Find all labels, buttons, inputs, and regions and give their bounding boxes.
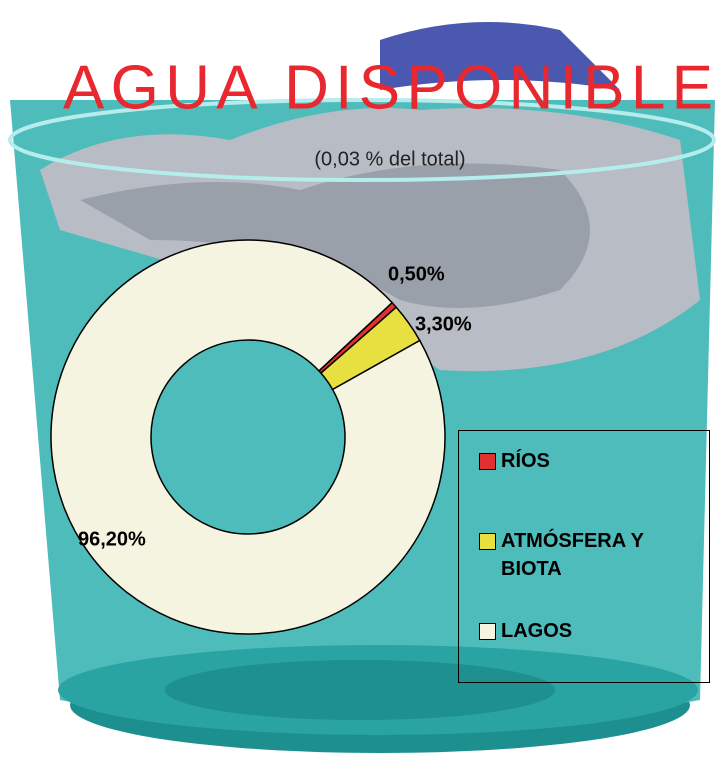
legend-item: ATMÓSFERA Y BIOTA [479,527,704,583]
legend-item: LAGOS [479,617,704,645]
data-label: 0,50% [388,263,445,285]
legend-label: RÍOS [501,447,691,475]
legend-swatch [479,533,496,550]
data-label: 3,30% [415,313,472,335]
legend-item: RÍOS [479,447,704,475]
legend-swatch [479,453,496,470]
data-label: 96,20% [78,528,146,550]
legend-label: LAGOS [501,617,691,645]
legend-swatch [479,623,496,640]
legend-label: ATMÓSFERA Y BIOTA [501,527,691,583]
subtitle: (0,03 % del total) [314,148,465,170]
page: AGUA DISPONIBLE (0,03 % del total) 0,50%… [0,0,722,763]
legend: RÍOS ATMÓSFERA Y BIOTA LAGOS [458,430,710,683]
